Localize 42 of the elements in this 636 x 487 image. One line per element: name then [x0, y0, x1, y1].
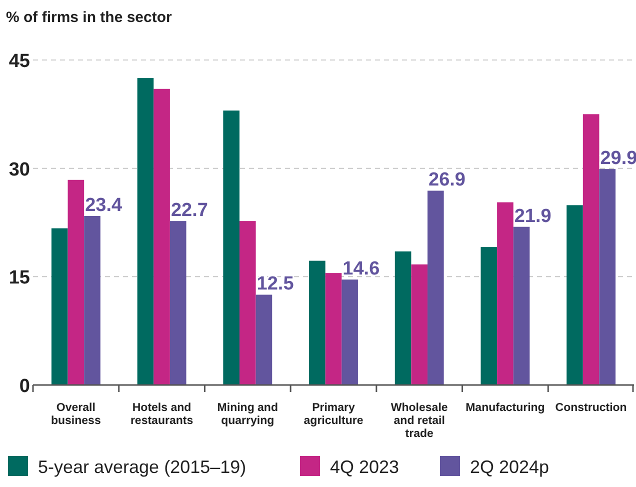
bar: [582, 114, 600, 385]
bar: [325, 273, 342, 385]
bar: [223, 110, 240, 385]
bar: [256, 294, 272, 385]
legend-label: 4Q 2023: [330, 457, 400, 477]
y-tick-label: 0: [19, 376, 30, 397]
x-tick-label: Mining and quarrying: [217, 402, 278, 427]
data-label: 14.6: [342, 258, 380, 280]
x-tick-label: Primary agriculture: [304, 402, 364, 427]
bar: [68, 180, 84, 385]
bar: [239, 221, 256, 385]
bar: [513, 226, 530, 385]
bar: [84, 216, 100, 385]
x-tick-label: Overall business: [51, 402, 101, 427]
bar: [51, 228, 68, 385]
bar: [480, 247, 498, 385]
bar: [309, 260, 326, 385]
bar: [137, 78, 154, 385]
data-label: 21.9: [514, 206, 552, 227]
bar: [428, 190, 444, 385]
bar: [497, 202, 514, 385]
x-tick-label: Manufacturing: [466, 402, 545, 414]
legend-label: 2Q 2024p: [470, 457, 550, 477]
bar: [342, 280, 358, 385]
legend-label: 5-year average (2015–19): [38, 457, 246, 477]
bar: [411, 264, 428, 385]
bar: [599, 169, 616, 385]
y-axis-title: % of firms in the sector: [6, 9, 172, 26]
data-label: 26.9: [428, 170, 466, 191]
y-tick-label: 45: [8, 51, 30, 72]
bar: [170, 221, 186, 385]
data-label: 22.7: [170, 200, 208, 222]
x-tick-label: Hotels and restaurants: [130, 402, 194, 427]
data-label: 23.4: [85, 195, 122, 216]
bar: [394, 251, 412, 385]
x-tick-label: Wholesale and retail trade: [390, 402, 448, 440]
x-tick-label: Construction: [555, 402, 627, 414]
y-tick-label: 15: [8, 268, 30, 289]
y-tick-label: 30: [8, 159, 30, 180]
data-label: 12.5: [256, 274, 294, 295]
bar: [154, 88, 170, 385]
bar: [566, 205, 583, 385]
